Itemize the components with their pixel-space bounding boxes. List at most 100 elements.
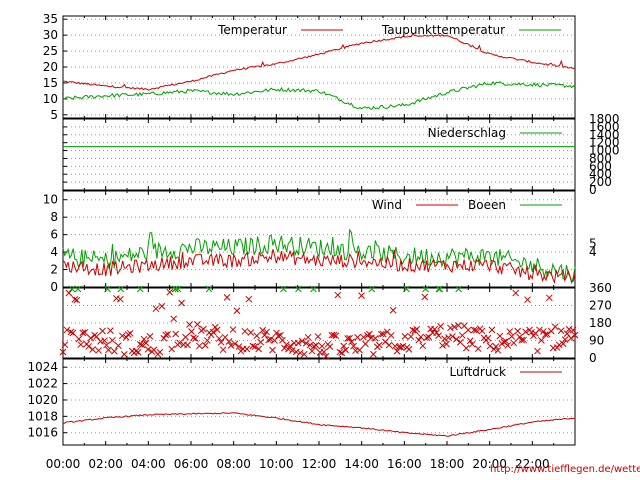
wind-direction-point	[170, 315, 178, 323]
wind-direction-point	[413, 325, 421, 333]
wind-direction-point	[63, 326, 71, 334]
x-tick-label: 12:00	[302, 457, 337, 471]
wind-direction-point	[283, 341, 290, 348]
legend-boeen-label: Boeen	[468, 198, 506, 212]
gust-direction-point	[174, 285, 182, 293]
wind-direction-point	[362, 340, 369, 348]
wind-direction-point	[439, 342, 446, 349]
wind-direction-point	[79, 329, 87, 337]
y-tick-label-right: 90	[589, 334, 604, 348]
wind-direction-point	[156, 348, 164, 356]
wind-direction-point	[105, 346, 112, 354]
wind-direction-point	[308, 347, 316, 355]
wind-direction-point	[73, 296, 81, 304]
wind-direction-point	[116, 295, 124, 303]
x-tick-label: 06:00	[174, 457, 209, 471]
wind-direction-point	[67, 328, 75, 336]
wind-direction-point	[332, 332, 340, 340]
wind-direction-point	[555, 341, 563, 349]
wind-direction-point	[296, 349, 304, 357]
wind-direction-point	[350, 342, 357, 350]
legend-luftdruck-label: Luftdruck	[449, 365, 506, 379]
wind-direction-point	[320, 348, 328, 356]
wind-direction-point	[330, 331, 338, 339]
wind-direction-point	[126, 329, 134, 337]
wind-direction-point	[217, 338, 225, 346]
series-line-wind	[62, 249, 576, 285]
wind-direction-point	[140, 335, 148, 343]
gust-direction-point	[74, 285, 82, 293]
x-tick-label: 00:00	[46, 457, 81, 471]
wind-direction-point	[65, 289, 73, 297]
wind-direction-point	[200, 325, 207, 333]
wind-direction-point	[184, 341, 191, 349]
wind-direction-point	[433, 329, 440, 336]
wind-direction-point	[472, 326, 480, 334]
wind-direction-point	[77, 341, 85, 348]
wind-direction-point	[543, 330, 551, 338]
y-tick-label: 30	[43, 28, 58, 42]
wind-direction-point	[69, 329, 77, 337]
wind-direction-point	[192, 335, 199, 342]
wind-direction-point	[569, 326, 577, 334]
wind-direction-point	[168, 345, 176, 353]
wind-direction-point	[233, 307, 241, 315]
wind-direction-point	[249, 342, 257, 350]
wind-direction-point	[534, 347, 541, 355]
credit-url[interactable]: http://www.tiefflegen.de/wetter/	[490, 464, 640, 475]
wind-direction-point	[229, 326, 237, 333]
y-tick-label: 10	[43, 193, 58, 207]
series-line-taupunkt	[62, 81, 576, 110]
wind-direction-point	[188, 328, 195, 335]
y-tick-label-right: 800	[589, 151, 612, 165]
gust-direction-point	[422, 285, 429, 293]
wind-direction-point	[563, 330, 571, 337]
wind-direction-point	[107, 327, 114, 334]
gust-direction-point	[104, 285, 111, 293]
y-tick-label: 1022	[27, 377, 58, 391]
wind-direction-point	[522, 328, 529, 336]
wind-direction-point	[449, 333, 456, 340]
wind-direction-point	[354, 333, 361, 341]
wind-direction-point	[186, 321, 193, 328]
wind-direction-point	[488, 326, 496, 334]
wind-direction-point	[247, 329, 255, 336]
wind-direction-point	[269, 346, 276, 354]
wind-direction-point	[178, 299, 185, 307]
y-tick-label: 20	[43, 60, 58, 74]
wind-direction-point	[528, 328, 535, 336]
wind-direction-point	[371, 334, 379, 342]
y-tick-label-right: 4	[589, 245, 597, 259]
series-line-boeen	[62, 228, 576, 285]
x-tick-label: 04:00	[131, 457, 166, 471]
wind-direction-point	[496, 332, 504, 340]
wind-direction-point	[103, 341, 110, 349]
wind-direction-point	[462, 344, 470, 352]
wind-direction-point	[142, 339, 150, 347]
wind-direction-point	[251, 343, 259, 351]
legend-niederschlag-label: Niederschlag	[428, 126, 506, 140]
wind-direction-point	[219, 346, 227, 354]
wind-direction-point	[508, 333, 516, 340]
wind-direction-point	[524, 296, 531, 304]
y-tick-label-right: 1400	[589, 128, 620, 142]
wind-direction-point	[559, 340, 567, 348]
wind-direction-point	[61, 341, 69, 349]
y-tick-label-right: 1000	[589, 144, 620, 158]
wind-direction-point	[223, 294, 231, 301]
wind-direction-point	[366, 330, 373, 338]
wind-direction-point	[162, 331, 170, 339]
wind-direction-point	[397, 344, 405, 351]
wind-direction-point	[304, 333, 312, 341]
wind-direction-point	[132, 347, 140, 355]
wind-direction-point	[318, 342, 326, 350]
wind-direction-point	[565, 325, 573, 333]
wind-direction-point	[551, 323, 559, 331]
wind-direction-point	[286, 342, 294, 350]
wind-direction-point	[138, 341, 146, 349]
wind-direction-point	[553, 344, 561, 351]
gust-direction-point	[310, 285, 317, 293]
wind-direction-point	[294, 339, 302, 347]
wind-direction-point	[417, 333, 425, 341]
series-line-luftdruck	[63, 412, 576, 437]
